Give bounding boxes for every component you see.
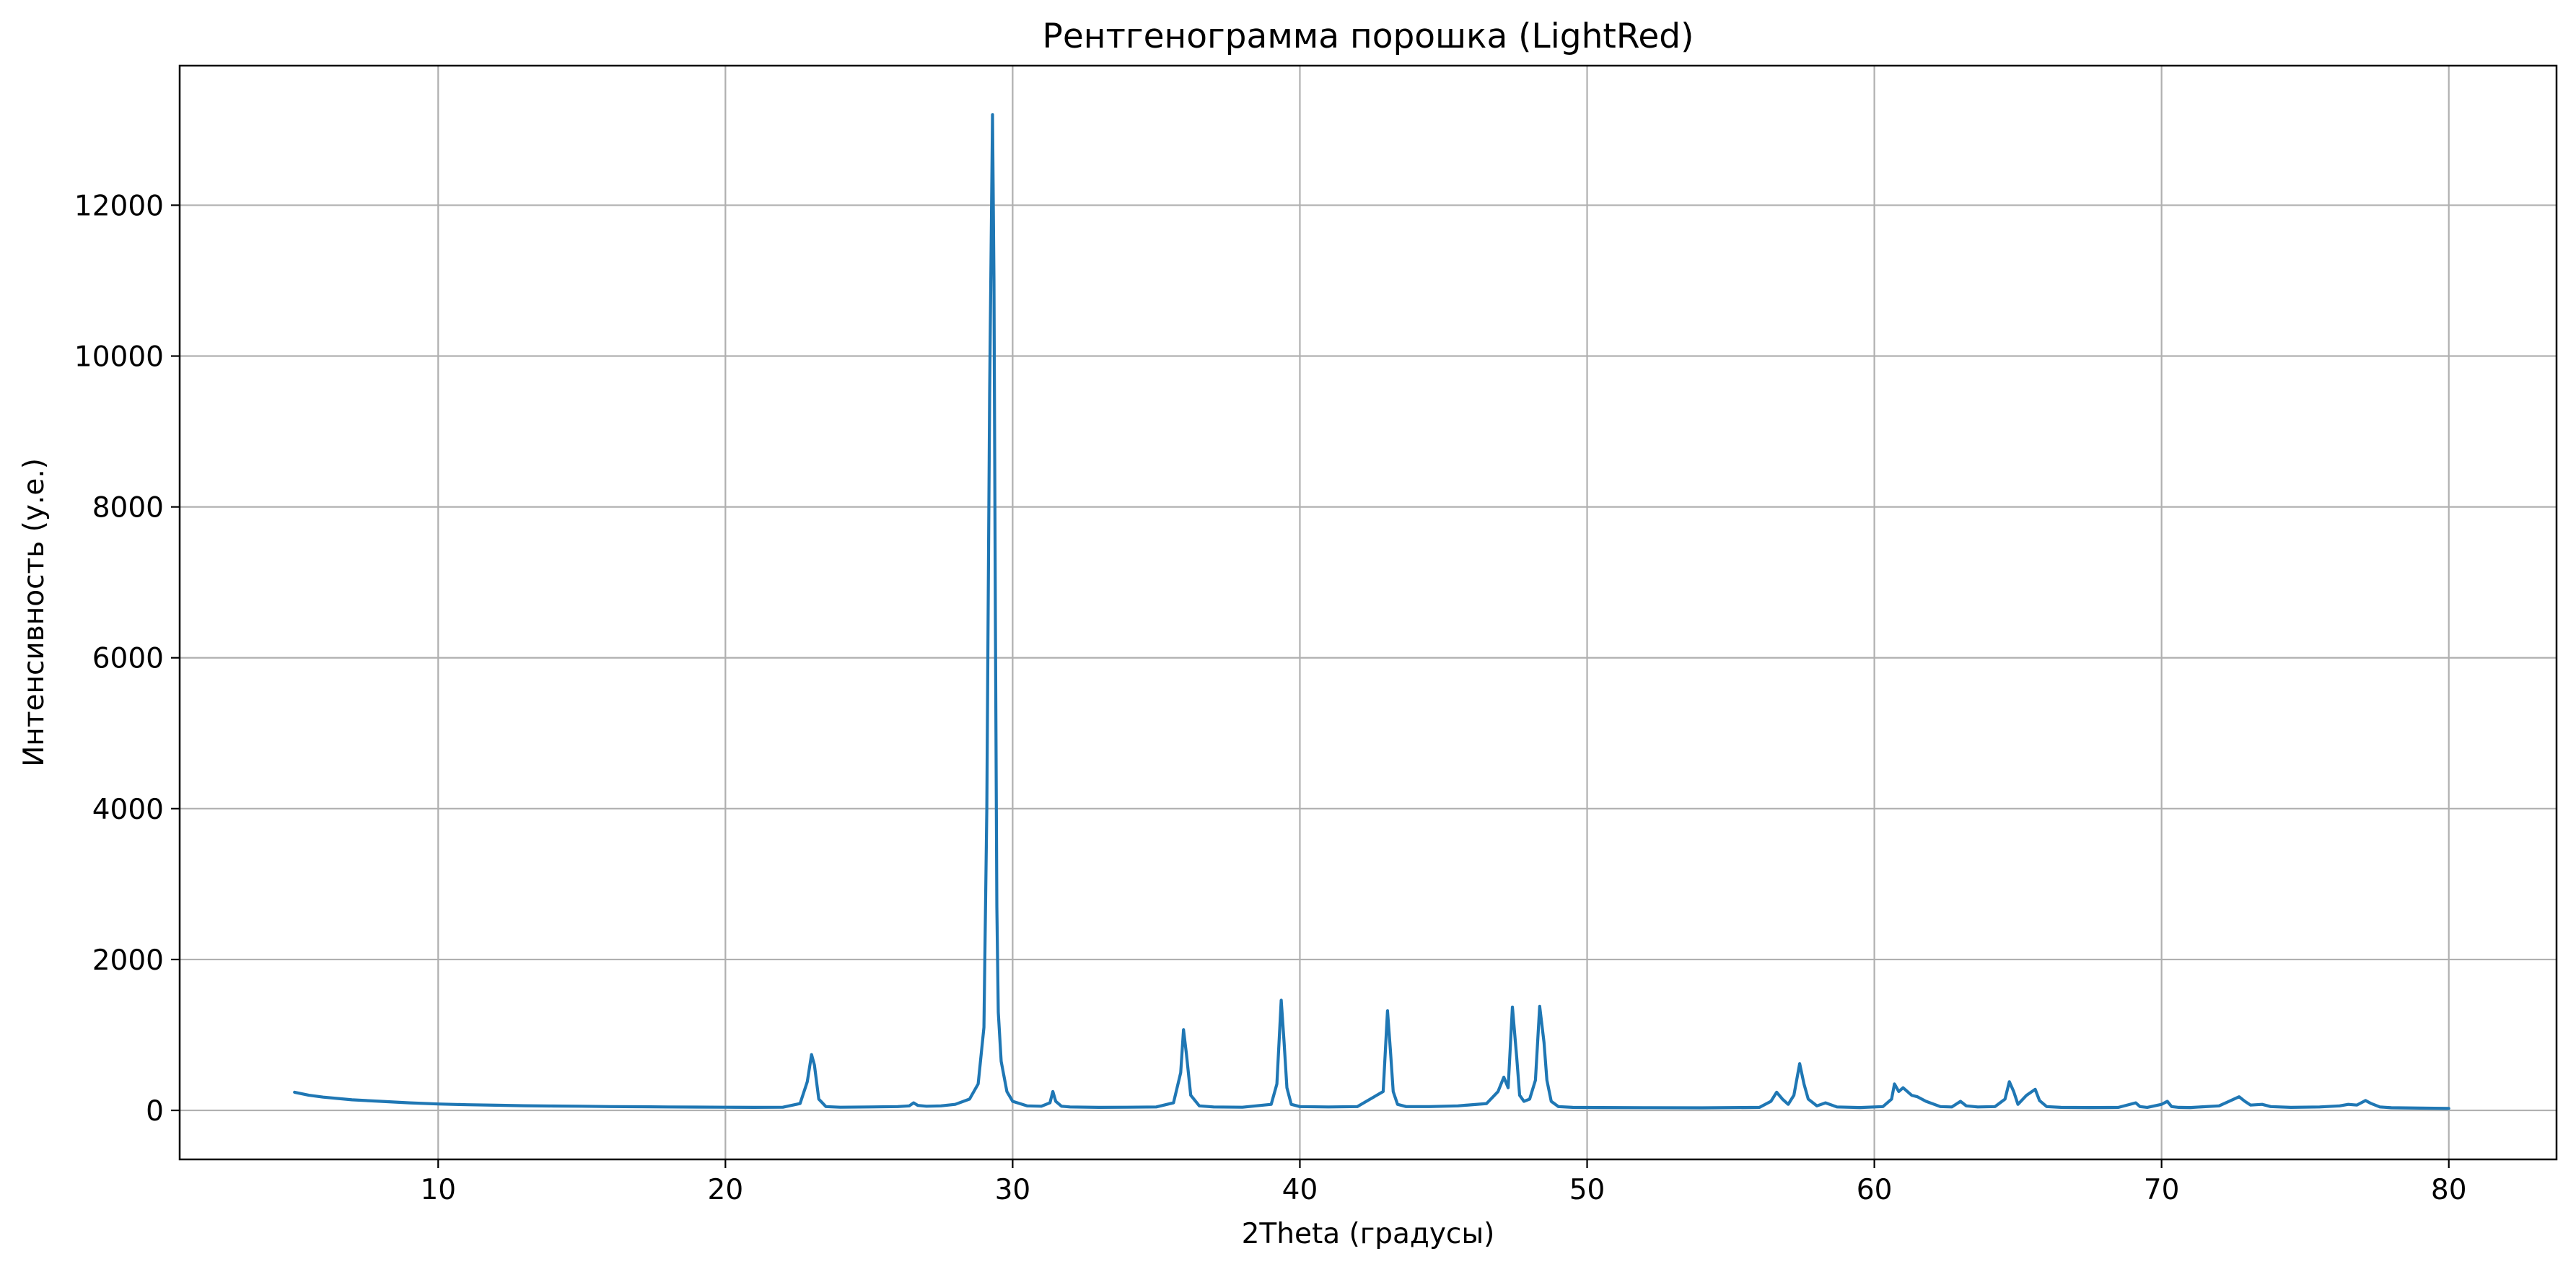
plot-area: [293, 113, 2450, 1110]
y-tick-label: 6000: [92, 643, 164, 675]
x-tick-label: 80: [2431, 1174, 2467, 1206]
series-line: [293, 113, 2450, 1110]
x-tick-label: 10: [420, 1174, 456, 1206]
y-axis-label: Интенсивность (у.е.): [18, 458, 51, 767]
y-tick-label: 12000: [74, 190, 164, 222]
x-tick-label: 50: [1569, 1174, 1605, 1206]
x-tick-label: 70: [2144, 1174, 2180, 1206]
grid-lines: [180, 66, 2557, 1159]
y-tick-label: 10000: [74, 341, 164, 374]
y-tick-label: 2000: [92, 944, 164, 977]
x-tick-label: 30: [995, 1174, 1031, 1206]
plot-frame: [178, 64, 2558, 1161]
x-tick-label: 20: [708, 1174, 744, 1206]
x-tick-label: 40: [1282, 1174, 1318, 1206]
y-tick-label: 4000: [92, 794, 164, 826]
axis-ticks: 10 20 30 40 50 60 70 80 0 2000 4000 6000 8000 10000 12…: [74, 190, 2467, 1206]
y-tick-label: 0: [146, 1095, 164, 1128]
x-tick-label: 60: [1857, 1174, 1893, 1206]
y-tick-label: 8000: [92, 492, 164, 525]
x-axis-label: 2Theta (градусы): [1242, 1218, 1495, 1250]
chart-title: Рентгенограмма порошка (LightRed): [1043, 17, 1694, 56]
